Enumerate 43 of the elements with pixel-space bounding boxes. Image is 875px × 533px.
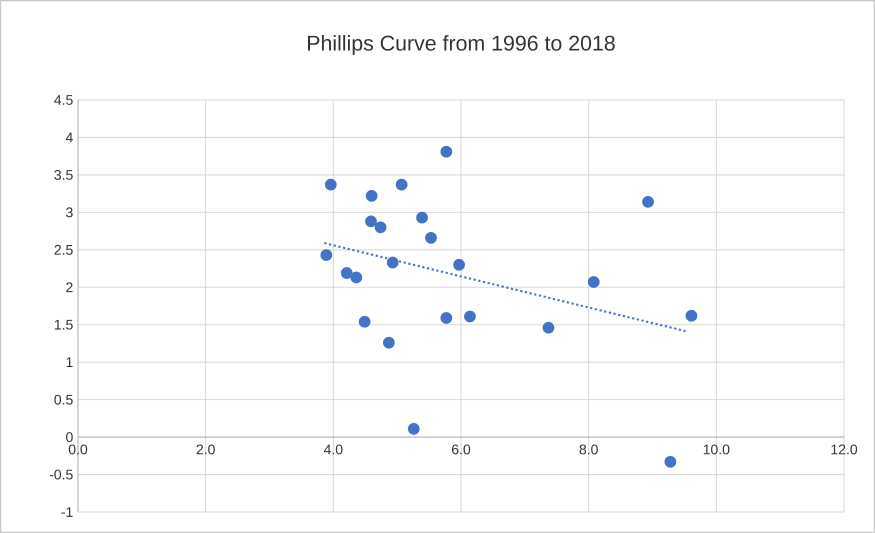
point [396, 178, 408, 191]
point [453, 258, 465, 271]
point [664, 456, 676, 468]
point [416, 212, 428, 224]
y-tick-label: 4.5 [54, 95, 73, 105]
y-tick-label: 4 [66, 132, 73, 142]
point [374, 221, 386, 234]
y-tick-label: 1 [66, 357, 73, 367]
y-tick-label: 3.5 [54, 170, 73, 180]
x-tick-label: 12.0 [831, 444, 858, 454]
point [588, 276, 600, 288]
point [383, 336, 395, 349]
y-tick-label: 3 [66, 207, 73, 218]
point [425, 232, 437, 244]
point [386, 256, 399, 268]
x-tick-label: 8.0 [580, 444, 598, 454]
point [350, 272, 362, 284]
y-tick-label: 1.5 [54, 320, 73, 330]
x-tick-label: 0.0 [68, 444, 88, 454]
point [358, 316, 370, 328]
point [440, 146, 452, 158]
point [365, 215, 377, 228]
point [320, 249, 332, 261]
point [464, 310, 476, 322]
y-tick-label: 2.5 [54, 244, 73, 255]
y-tick-label: -1 [61, 507, 73, 517]
x-tick-label: 6.0 [452, 444, 470, 454]
y-tick-label: 0 [66, 432, 73, 442]
y-tick-label: 2 [66, 282, 73, 292]
point [366, 190, 378, 202]
point [440, 312, 452, 324]
point [642, 196, 654, 208]
x-tick-label: 2.0 [196, 444, 215, 454]
point [340, 267, 353, 279]
chart-title: Phillips Curve from 1996 to 2018 [308, 35, 615, 55]
x-tick-label: 4.0 [324, 444, 343, 454]
y-tick-label: -0.5 [50, 470, 73, 480]
point [324, 178, 337, 191]
x-tick-label: 10.0 [704, 444, 730, 454]
point [408, 422, 420, 435]
point [542, 322, 554, 334]
y-tick-label: 0.5 [54, 394, 73, 405]
point [686, 310, 698, 322]
